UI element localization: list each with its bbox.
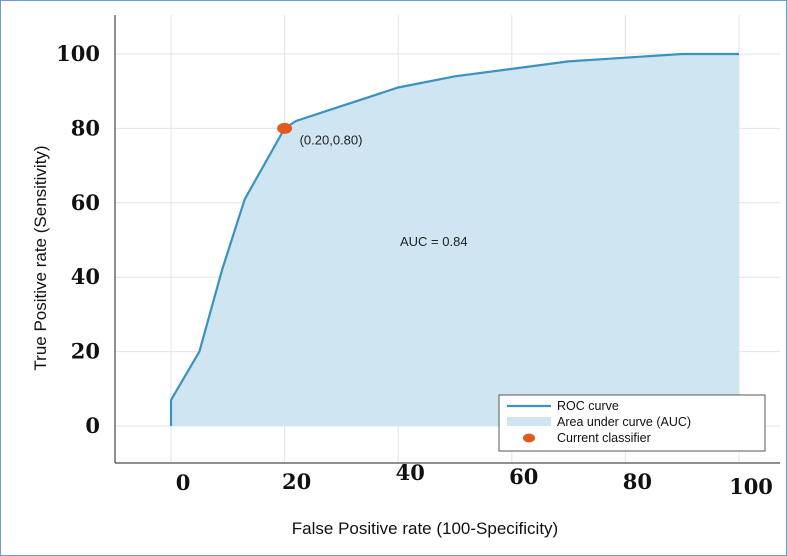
x-tick-label: 100	[729, 474, 773, 499]
legend-auc-label: Area under curve (AUC)	[557, 415, 691, 429]
auc-area	[171, 54, 739, 426]
x-tick-label: 20	[282, 469, 311, 494]
auc-annotation: AUC = 0.84	[400, 234, 468, 249]
point-annotation: (0.20,0.80)	[300, 132, 363, 147]
legend: ROC curve Area under curve (AUC) Current…	[498, 394, 766, 452]
x-axis-title: False Positive rate (100-Specificity)	[292, 519, 558, 538]
legend-classifier-swatch	[523, 433, 535, 443]
x-tick-label: 60	[509, 464, 538, 489]
legend-classifier-label: Current classifier	[557, 431, 651, 445]
x-tick-label: 80	[623, 469, 652, 494]
x-tick-labels: 0 20 40 60 80 100	[176, 460, 773, 499]
y-tick-label: 100	[56, 41, 100, 66]
y-tick-label: 20	[71, 339, 100, 364]
y-tick-label: 40	[71, 264, 100, 289]
y-tick-labels: 0 20 40 60 80 100	[56, 41, 100, 438]
y-tick-label: 60	[71, 190, 100, 215]
legend-roc-label: ROC curve	[557, 399, 619, 413]
axes	[114, 15, 780, 464]
y-axis-title: True Positive rate (Sensitivity)	[31, 145, 50, 370]
roc-curve-line	[169, 52, 739, 426]
x-tick-label: 40	[396, 460, 425, 485]
current-classifier-point	[277, 122, 293, 134]
legend-auc-swatch	[507, 417, 551, 426]
y-tick-label: 80	[71, 115, 100, 140]
y-tick-label: 0	[85, 413, 100, 438]
x-tick-label: 0	[176, 470, 191, 495]
